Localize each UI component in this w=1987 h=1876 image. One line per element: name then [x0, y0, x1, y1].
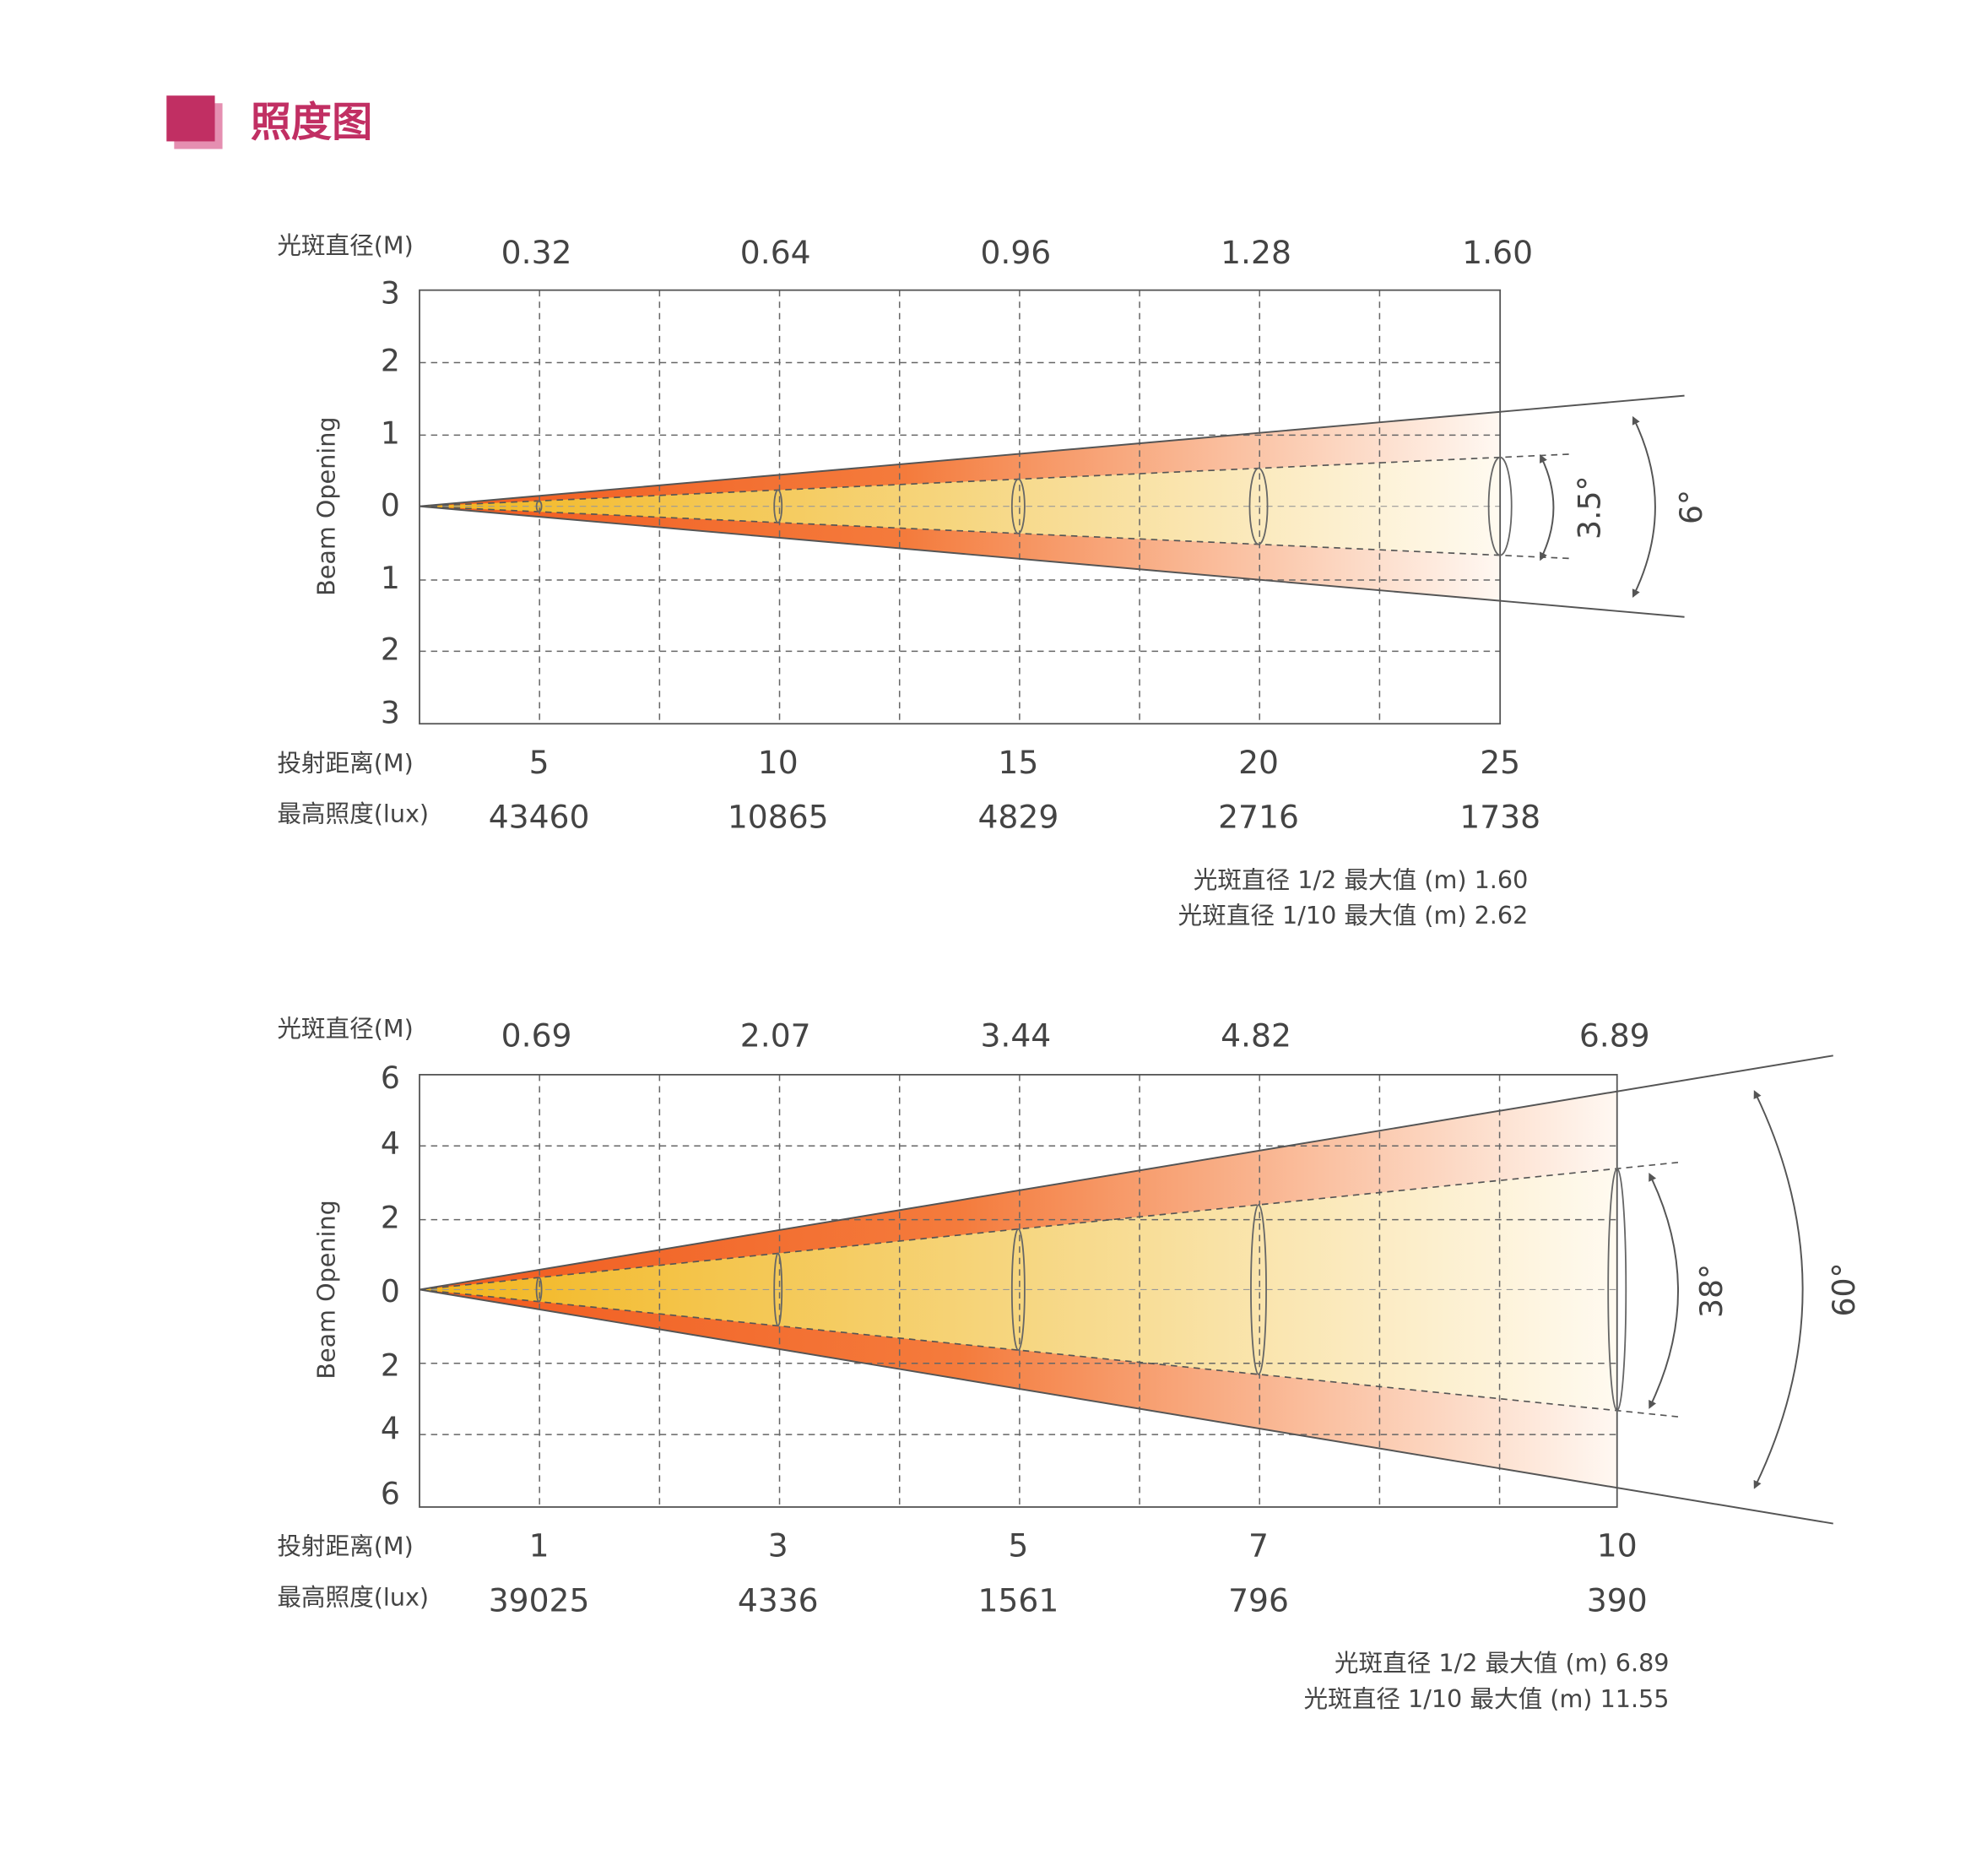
- tenth-angle-label: 6°: [1673, 490, 1709, 524]
- diameter-value: 0.96: [980, 234, 1051, 271]
- distance-value: 3: [768, 1527, 788, 1564]
- y-tick-label: 2: [381, 631, 400, 667]
- lux-value: 10865: [728, 799, 829, 836]
- distance-value: 5: [529, 744, 550, 781]
- y-tick-label: 6: [381, 1475, 400, 1511]
- half-angle-label: 38°: [1693, 1264, 1730, 1318]
- page-title: 照度图: [251, 99, 373, 146]
- distance-label: 投射距离(M): [277, 1532, 413, 1560]
- beam-edge: [419, 394, 1685, 507]
- lux-value: 39025: [489, 1581, 590, 1618]
- lux-label: 最高照度(lux): [277, 800, 429, 828]
- y-tick-label: 2: [381, 342, 400, 378]
- tenth-angle: [1632, 415, 1656, 599]
- half-angle: [1649, 1172, 1680, 1409]
- diameter-value: 1.60: [1462, 234, 1533, 271]
- lux-value: 43460: [489, 799, 590, 836]
- half-angle-label: 3.5°: [1572, 475, 1608, 539]
- spot: [1487, 456, 1513, 556]
- beam-edge: [419, 505, 1685, 618]
- y-tick-label: 4: [381, 1125, 400, 1162]
- y-tick-label: 2: [381, 1347, 400, 1383]
- lux-value: 2716: [1218, 799, 1299, 836]
- diameter-value: 4.82: [1221, 1017, 1291, 1055]
- spot: [1250, 1204, 1267, 1375]
- y-tick-label: 0: [381, 1273, 400, 1309]
- distance-value: 10: [1597, 1527, 1638, 1564]
- distance-value: 1: [529, 1527, 550, 1564]
- diameter-value: 6.89: [1579, 1017, 1650, 1055]
- y-tick-label: 4: [381, 1411, 400, 1447]
- spot: [1010, 1228, 1026, 1351]
- spot: [773, 489, 783, 523]
- diameter-value: 0.69: [501, 1017, 572, 1055]
- note: 光斑直径 1/10 最大值 (m) 11.55: [1303, 1684, 1669, 1713]
- tenth-angle-label: 60°: [1826, 1262, 1862, 1316]
- lux-value: 4829: [977, 799, 1058, 836]
- title-icon: [166, 95, 215, 142]
- lux-value: 390: [1587, 1581, 1648, 1618]
- diameter-value: 2.07: [740, 1017, 811, 1055]
- note: 光斑直径 1/2 最大值 (m) 6.89: [1335, 1649, 1670, 1678]
- spot: [773, 1252, 783, 1327]
- y-tick-label: 1: [381, 560, 400, 596]
- y-tick-label: 1: [381, 415, 400, 451]
- diameter-value: 3.44: [980, 1017, 1051, 1055]
- y-tick-label: 6: [381, 1060, 400, 1096]
- spot: [535, 1277, 543, 1303]
- beam-edge: [419, 1288, 1833, 1525]
- spot: [535, 500, 543, 513]
- beam-half-edge: [419, 1161, 1679, 1291]
- beam-half-edge: [419, 453, 1571, 507]
- diameter-value: 1.28: [1221, 234, 1291, 271]
- tenth-angle: [1753, 1090, 1804, 1489]
- y-tick-label: 3: [381, 275, 400, 312]
- lux-value: 1561: [977, 1581, 1058, 1618]
- distance-value: 7: [1248, 1527, 1269, 1564]
- beam-half-edge: [419, 1288, 1679, 1418]
- lux-value: 1738: [1459, 799, 1540, 836]
- distance-value: 20: [1238, 744, 1279, 781]
- distance-value: 5: [1008, 1527, 1028, 1564]
- lux-label: 最高照度(lux): [277, 1582, 429, 1611]
- half-angle: [1540, 454, 1555, 561]
- y-tick-label: 0: [381, 487, 400, 523]
- y-tick-label: 2: [381, 1200, 400, 1236]
- note: 光斑直径 1/10 最大值 (m) 2.62: [1178, 901, 1529, 930]
- lux-value: 796: [1228, 1581, 1289, 1618]
- distance-label: 投射距离(M): [277, 748, 413, 777]
- diameter-value: 0.32: [501, 234, 572, 271]
- distance-value: 25: [1480, 744, 1520, 781]
- beam-edge: [419, 1055, 1833, 1291]
- spot: [1607, 1168, 1627, 1412]
- y-tick-label: 3: [381, 695, 400, 731]
- distance-value: 15: [998, 744, 1038, 781]
- diameter-value: 0.64: [740, 234, 811, 271]
- diameter-label: 光斑直径(M): [277, 230, 413, 259]
- distance-value: 10: [758, 744, 799, 781]
- beam-half-edge: [419, 505, 1571, 560]
- spot: [1248, 467, 1269, 545]
- diameter-label: 光斑直径(M): [277, 1014, 413, 1043]
- y-axis-label: Beam Opening: [312, 416, 341, 595]
- note: 光斑直径 1/2 最大值 (m) 1.60: [1194, 865, 1529, 894]
- plot-frame: [419, 1073, 1618, 1508]
- spot: [1010, 478, 1026, 534]
- lux-value: 4336: [738, 1581, 819, 1618]
- y-axis-label: Beam Opening: [312, 1200, 341, 1379]
